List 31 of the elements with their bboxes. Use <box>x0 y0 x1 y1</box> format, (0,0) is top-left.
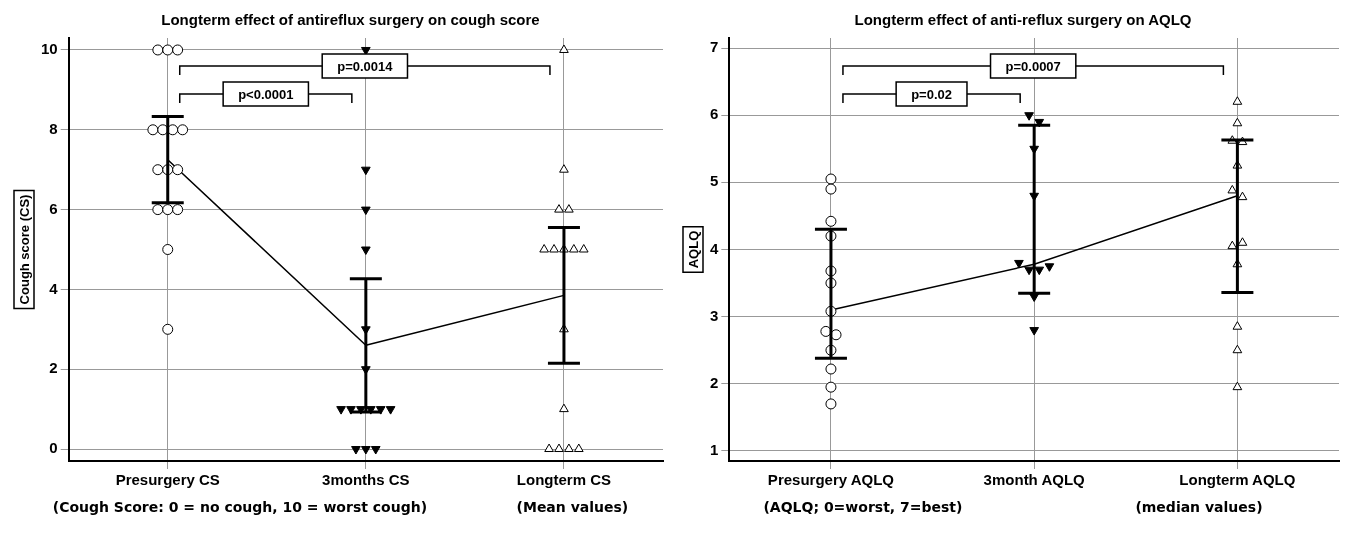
x-tick-label: Presurgery CS <box>115 471 220 489</box>
y-tick-label: 3 <box>710 306 719 324</box>
annotation: p=0.02 <box>911 86 952 102</box>
y-tick-label: 4 <box>710 239 719 257</box>
y-tick-label: 2 <box>49 359 58 377</box>
x-tick-label: 3month AQLQ <box>983 471 1086 489</box>
annotation: p=0.0014 <box>337 58 394 74</box>
y-tick-label: 6 <box>49 199 58 217</box>
annotation: p=0.0007 <box>1005 58 1061 74</box>
text: (AQLQ; 0=worst, 7=best) <box>763 499 963 515</box>
text: (Cough Score: 0 = no cough, 10 = worst cough) <box>52 499 428 515</box>
chart-title: Longterm effect of anti-reflux surgery on AQLQ <box>854 11 1192 29</box>
y-axis-title: Cough score (CS) <box>16 194 32 305</box>
y-axis-title: AQLQ <box>685 230 701 269</box>
y-tick-label: 7 <box>710 38 719 56</box>
text: (Mean values) <box>516 499 629 515</box>
x-tick-label: Presurgery AQLQ <box>767 471 895 489</box>
x-tick-label: Longterm AQLQ <box>1179 471 1296 489</box>
y-tick-label: 5 <box>710 172 719 190</box>
annotation: p<0.0001 <box>238 86 294 102</box>
y-tick-label: 0 <box>49 439 58 457</box>
y-tick-label: 6 <box>710 105 719 123</box>
y-tick-label: 8 <box>49 119 58 137</box>
x-tick-label: Longterm CS <box>516 471 612 489</box>
y-tick-label: 2 <box>710 373 719 391</box>
text: (median values) <box>1135 499 1263 515</box>
y-tick-label: 4 <box>49 279 59 297</box>
chart-title: Longterm effect of antireflux surgery on cough score <box>161 11 540 29</box>
x-tick-label: 3months CS <box>322 471 410 489</box>
y-tick-label: 1 <box>710 441 719 459</box>
y-tick-label: 10 <box>41 40 58 58</box>
